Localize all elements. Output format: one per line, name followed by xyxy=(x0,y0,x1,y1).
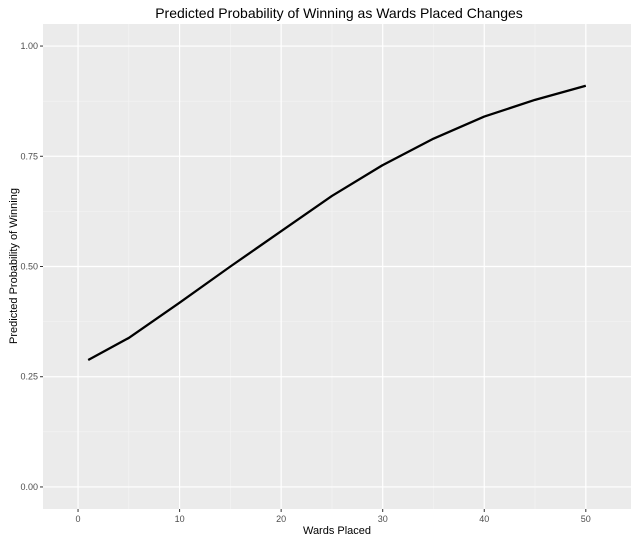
x-tick-label: 50 xyxy=(581,514,591,524)
x-tick-label: 30 xyxy=(378,514,388,524)
x-tick-label: 10 xyxy=(175,514,185,524)
y-tick-label: 0.00 xyxy=(20,482,38,492)
chart-title: Predicted Probability of Winning as Ward… xyxy=(155,5,523,21)
axis-ticks xyxy=(40,45,587,512)
series-lines xyxy=(87,84,587,361)
y-tick-label: 0.25 xyxy=(20,372,38,382)
x-tick-label: 40 xyxy=(479,514,489,524)
axis-tick-labels: 0 10 20 30 40 50 0.00 0.25 0.50 0.75 1.00 xyxy=(20,41,590,524)
y-tick-label: 0.50 xyxy=(20,262,38,272)
major-gridlines xyxy=(43,24,631,509)
x-tick-label: 0 xyxy=(76,514,81,524)
y-axis-title: Predicted Probability of Winning xyxy=(8,188,20,344)
x-axis-title: Wards Placed xyxy=(303,525,371,537)
series-line xyxy=(87,84,587,361)
x-tick-label: 20 xyxy=(276,514,286,524)
y-tick-label: 1.00 xyxy=(20,41,38,51)
y-tick-label: 0.75 xyxy=(20,151,38,161)
